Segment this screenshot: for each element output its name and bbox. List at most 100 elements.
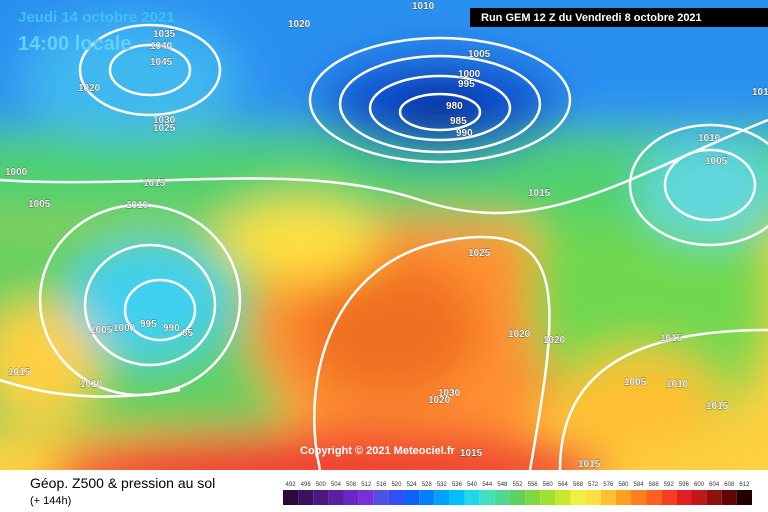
isobar-label: 1020 bbox=[428, 395, 451, 406]
scale-label: 528 bbox=[422, 482, 433, 488]
scale-label: 588 bbox=[649, 482, 660, 488]
isobar-label: 1015 bbox=[143, 178, 166, 189]
scale-swatch bbox=[373, 490, 389, 505]
scale-swatch bbox=[328, 490, 344, 505]
scale-label: 568 bbox=[573, 482, 584, 488]
scale-label: 564 bbox=[558, 482, 569, 488]
scale-label: 532 bbox=[437, 482, 448, 488]
scale-swatch bbox=[449, 490, 465, 505]
isobar-label: 995 bbox=[458, 79, 475, 90]
isobar-label: 1005 bbox=[90, 325, 113, 336]
scale-label: 548 bbox=[497, 482, 508, 488]
scale-label: 556 bbox=[528, 482, 539, 488]
isobar-label: 1020 bbox=[508, 329, 531, 340]
scale-label: 552 bbox=[512, 482, 523, 488]
scale-swatch bbox=[434, 490, 450, 505]
isobar-label: 1035 bbox=[153, 29, 176, 40]
scale-label: 500 bbox=[316, 482, 327, 488]
isobar-label: 1015 bbox=[460, 448, 483, 459]
scale-swatch bbox=[464, 490, 480, 505]
isobar-label: 1005 bbox=[705, 156, 728, 167]
isobar-label: 995 bbox=[140, 319, 157, 330]
scale-swatch bbox=[525, 490, 541, 505]
forecast-time: 14:00 locale bbox=[18, 33, 131, 55]
scale-swatch bbox=[388, 490, 405, 505]
scale-label: 608 bbox=[724, 482, 735, 488]
legend-title: Géop. Z500 & pression au sol bbox=[30, 475, 215, 491]
isobar-label: 85 bbox=[182, 328, 194, 339]
isobar-label: 1010 bbox=[80, 379, 103, 390]
isobar-label: 1020 bbox=[543, 335, 566, 346]
scale-swatch bbox=[479, 490, 495, 505]
scale-swatch bbox=[298, 490, 314, 505]
isobar-label: 101 bbox=[752, 87, 768, 98]
scale-swatch bbox=[615, 490, 631, 505]
scale-swatch bbox=[661, 490, 677, 505]
scale-label: 512 bbox=[361, 482, 372, 488]
isobar-label: 990 bbox=[163, 323, 180, 334]
scale-swatch bbox=[630, 490, 647, 505]
isobar-label: 1030 bbox=[438, 388, 461, 399]
scale-label: 576 bbox=[603, 482, 614, 488]
scale-label: 596 bbox=[679, 482, 690, 488]
scale-swatch bbox=[404, 490, 420, 505]
scale-swatch bbox=[585, 490, 601, 505]
isobar-label: 1010 bbox=[698, 133, 721, 144]
isobar-label: 1000 bbox=[113, 323, 136, 334]
scale-swatch bbox=[283, 490, 299, 505]
isobar-label: 1020 bbox=[78, 83, 101, 94]
scale-label: 540 bbox=[467, 482, 478, 488]
isobar-label: 1015 bbox=[706, 401, 729, 412]
isobar-label: 1025 bbox=[468, 248, 491, 259]
run-box bbox=[470, 8, 768, 27]
isobar-label: 1045 bbox=[150, 57, 173, 68]
isobar-label: 1010 bbox=[666, 379, 689, 390]
isobar-label: 980 bbox=[446, 101, 463, 112]
isobar-label: 1010 bbox=[126, 200, 149, 211]
scale-label: 504 bbox=[331, 482, 342, 488]
isobar-label: 990 bbox=[456, 128, 473, 139]
scale-label: 508 bbox=[346, 482, 357, 488]
scale-label: 612 bbox=[739, 482, 750, 488]
scale-swatch bbox=[676, 490, 692, 505]
scale-label: 572 bbox=[588, 482, 599, 488]
isobar-label: 1000 bbox=[458, 69, 481, 80]
scale-label: 600 bbox=[694, 482, 705, 488]
scale-swatch bbox=[555, 490, 571, 505]
forecast-date: Jeudi 14 octobre 2021 bbox=[18, 9, 175, 26]
scale-label: 584 bbox=[634, 482, 645, 488]
legend-subtitle: (+ 144h) bbox=[30, 495, 71, 507]
run-info: Run GEM 12 Z du Vendredi 8 octobre 2021 bbox=[481, 12, 702, 24]
scale-swatch bbox=[540, 490, 556, 505]
isobar-label: 985 bbox=[450, 116, 467, 127]
scale-label: 544 bbox=[482, 482, 493, 488]
scale-label: 492 bbox=[286, 482, 297, 488]
scale-label: 536 bbox=[452, 482, 463, 488]
isobar-label: 1025 bbox=[153, 123, 176, 134]
isobar-label: 1010 bbox=[412, 1, 435, 12]
scale-swatch bbox=[509, 490, 526, 505]
isobar-label: 1015 bbox=[660, 333, 683, 344]
scale-swatch bbox=[646, 490, 662, 505]
isobar-label: 1005 bbox=[468, 49, 491, 60]
isobar-label: 1040 bbox=[150, 41, 173, 52]
isobar-label: 1020 bbox=[288, 19, 311, 30]
scale-swatch bbox=[313, 490, 329, 505]
scale-swatch bbox=[691, 490, 707, 505]
scale-label: 496 bbox=[301, 482, 312, 488]
scale-label: 592 bbox=[664, 482, 675, 488]
scale-label: 580 bbox=[618, 482, 629, 488]
scale-swatch bbox=[494, 490, 510, 505]
isobar-label: 1015 bbox=[528, 188, 551, 199]
scale-swatch bbox=[343, 490, 359, 505]
isobar-label: 1005 bbox=[28, 199, 51, 210]
scale-label: 516 bbox=[376, 482, 387, 488]
scale-swatch bbox=[358, 490, 374, 505]
isobar-label: 1005 bbox=[624, 377, 647, 388]
scale-swatch bbox=[706, 490, 722, 505]
scale-swatch bbox=[736, 490, 752, 505]
scale-swatch bbox=[600, 490, 616, 505]
isobar-lines bbox=[0, 23, 768, 470]
